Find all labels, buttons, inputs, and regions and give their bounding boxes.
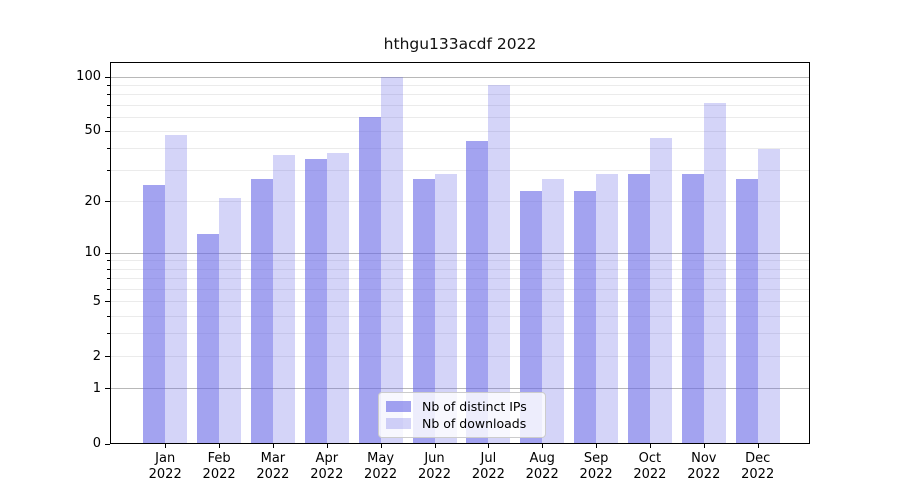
legend-label-downloads: Nb of downloads: [422, 416, 527, 431]
chart-title: hthgu133acdf 2022: [383, 35, 537, 53]
x-tick-label-mar: Mar 2022: [256, 451, 290, 482]
legend-item-downloads: Nb of downloads: [386, 415, 537, 432]
x-tick-mark: [380, 444, 382, 448]
x-tick-label-apr: Apr 2022: [310, 451, 344, 482]
x-tick-mark: [219, 444, 221, 448]
x-tick-label-dec: Dec 2022: [741, 451, 775, 482]
y-tick-label: 20: [84, 193, 101, 209]
y-tick-label: 10: [84, 245, 101, 261]
x-tick-mark: [326, 444, 328, 448]
legend-label-distinct-ips: Nb of distinct IPs: [422, 399, 527, 414]
x-tick-label-jan: Jan 2022: [148, 451, 182, 482]
x-tick-mark: [434, 444, 436, 448]
x-tick-label-nov: Nov 2022: [687, 451, 721, 482]
y-tick-label: 100: [76, 69, 101, 84]
x-tick-mark: [542, 444, 544, 448]
x-tick-mark: [596, 444, 598, 448]
legend-swatch-distinct-ips-icon: [386, 401, 411, 412]
y-tick-label: 0: [92, 436, 101, 451]
x-tick-mark: [757, 444, 759, 448]
y-tick-label: 2: [92, 348, 101, 364]
legend: Nb of distinct IPs Nb of downloads: [378, 392, 546, 438]
x-tick-mark: [703, 444, 705, 448]
x-tick-mark: [649, 444, 651, 448]
x-tick-label-aug: Aug 2022: [525, 451, 559, 482]
x-tick-label-may: May 2022: [364, 451, 398, 482]
x-tick-label-jul: Jul 2022: [471, 451, 505, 482]
y-tick-label: 1: [92, 380, 101, 396]
plot-frame: [110, 62, 810, 444]
x-tick-mark: [272, 444, 274, 448]
x-tick-label-feb: Feb 2022: [202, 451, 236, 482]
x-tick-label-jun: Jun 2022: [417, 451, 452, 482]
legend-item-distinct-ips: Nb of distinct IPs: [386, 398, 537, 415]
y-tick-label: 50: [84, 123, 101, 139]
x-tick-label-sep: Sep 2022: [579, 451, 613, 482]
legend-swatch-downloads-icon: [386, 418, 411, 429]
x-tick-mark: [165, 444, 167, 448]
x-tick-label-oct: Oct 2022: [633, 451, 667, 482]
y-tick-label: 5: [92, 293, 101, 309]
x-tick-mark: [488, 444, 490, 448]
